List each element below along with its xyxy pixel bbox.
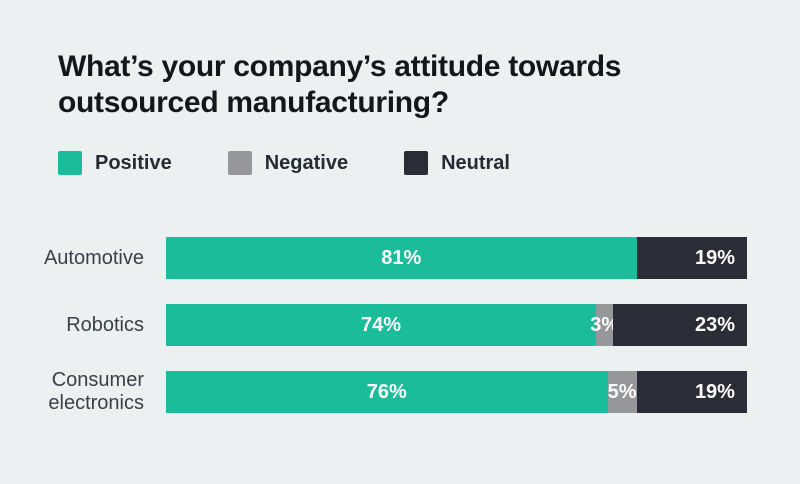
stacked-bar-chart: Automotive 81% 19% Robotics 74% 3% 23% Cons… — [0, 237, 800, 414]
legend-item-neutral: Neutral — [404, 151, 510, 175]
legend-item-negative: Negative — [227, 151, 349, 175]
segment-value-label: 5% — [607, 380, 637, 403]
legend-label-negative: Negative — [264, 151, 349, 174]
bar-row: Automotive 81% 19% — [0, 237, 800, 279]
category-label: Automotive — [43, 246, 144, 269]
segment-value-label: 81% — [381, 246, 422, 269]
segment-negative: 3% — [590, 304, 619, 346]
negative-swatch-icon — [227, 151, 252, 175]
legend-label-positive: Positive — [95, 151, 172, 174]
stacked-bar: 76% 5% 19% — [166, 371, 747, 413]
segment-neutral: 19% — [636, 371, 747, 413]
segment-positive: 81% — [166, 237, 637, 279]
segment-value-label: 74% — [360, 313, 401, 336]
category-label: Consumer electronics — [48, 369, 144, 414]
segment-neutral: 19% — [636, 237, 747, 279]
segment-positive: 76% — [166, 371, 608, 413]
segment-value-label: 3% — [590, 313, 620, 336]
bar-row: Consumer electronics 76% 5% 19% — [0, 369, 800, 414]
segment-value-label: 76% — [366, 380, 407, 403]
legend: Positive Negative Neutral — [58, 151, 800, 175]
segment-negative: 5% — [607, 371, 637, 413]
legend-label-neutral: Neutral — [441, 151, 510, 174]
legend-item-positive: Positive — [58, 151, 172, 175]
segment-value-label: 23% — [694, 313, 735, 336]
stacked-bar: 74% 3% 23% — [166, 304, 747, 346]
neutral-swatch-icon — [404, 151, 429, 175]
stacked-bar: 81% 19% — [166, 237, 747, 279]
segment-neutral: 23% — [613, 304, 747, 346]
segment-positive: 74% — [166, 304, 596, 346]
category-label: Robotics — [66, 313, 144, 336]
bar-row: Robotics 74% 3% 23% — [0, 304, 800, 346]
segment-value-label: 19% — [694, 380, 735, 403]
positive-swatch-icon — [58, 151, 82, 175]
chart-title: What’s your company’s attitude towards o… — [58, 50, 622, 119]
segment-value-label: 19% — [694, 246, 735, 269]
